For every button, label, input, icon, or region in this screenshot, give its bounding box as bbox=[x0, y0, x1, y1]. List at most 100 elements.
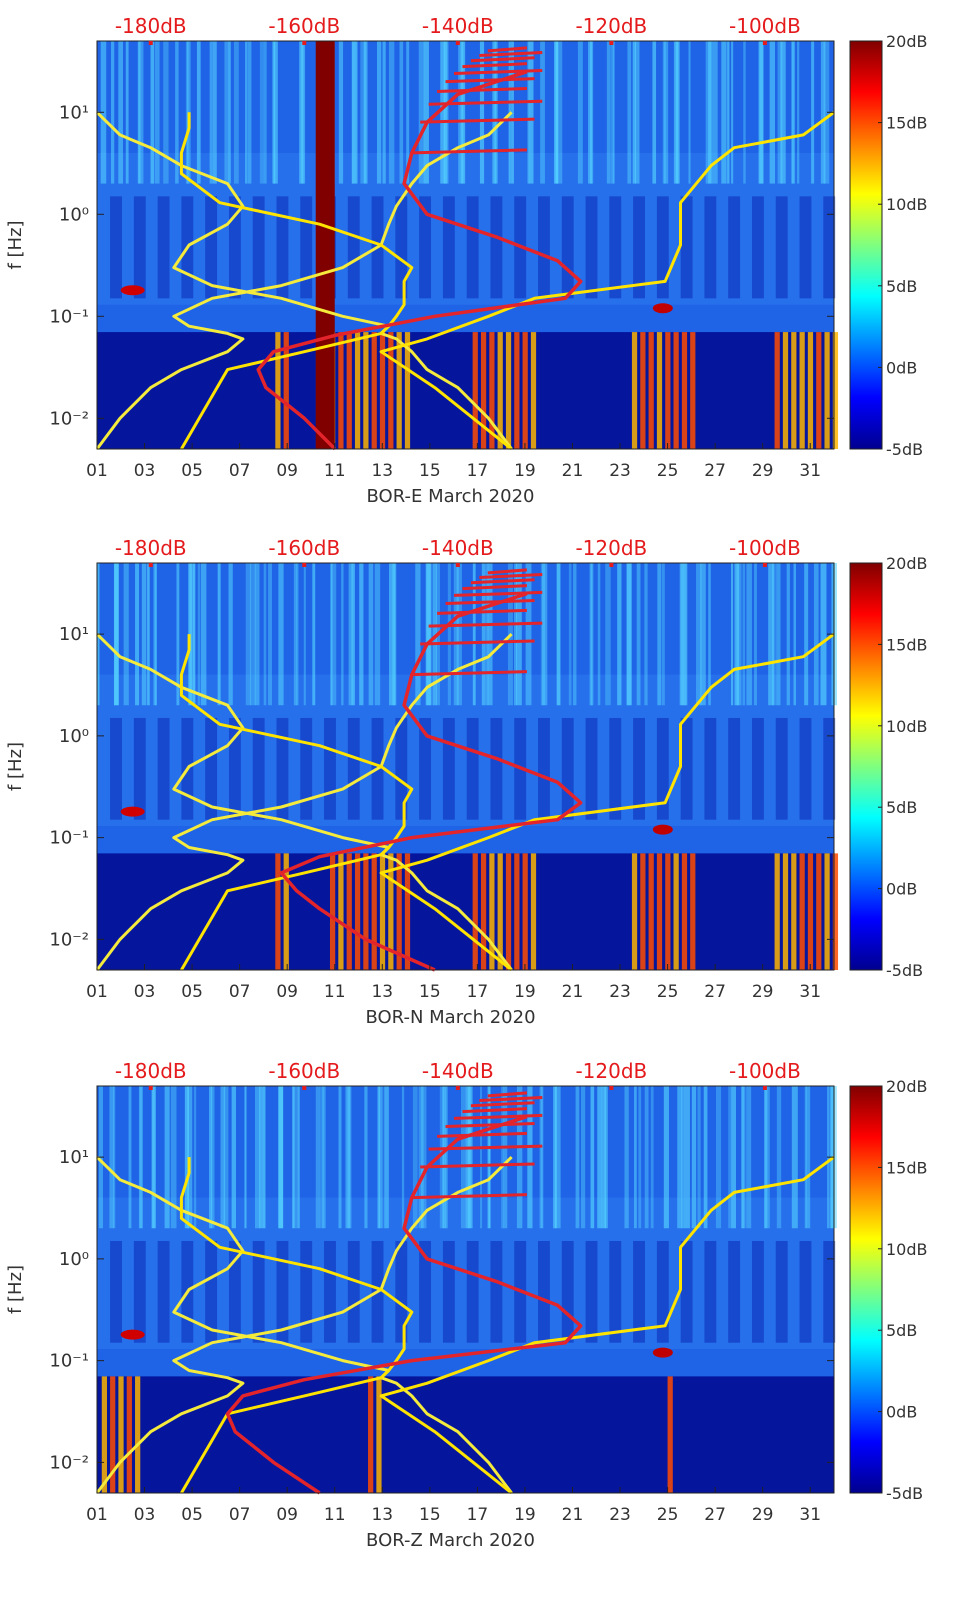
spectrogram-streak bbox=[662, 41, 666, 184]
spectrogram-streak bbox=[209, 41, 213, 184]
spectrogram-streak bbox=[351, 41, 358, 184]
spectrogram-streak bbox=[263, 41, 267, 184]
spectrogram-streak bbox=[554, 41, 559, 184]
spectrogram-streak bbox=[804, 563, 809, 706]
psd-curve-red-tail bbox=[428, 1144, 543, 1151]
spectrogram-streak bbox=[734, 563, 740, 706]
colorbar-tick-label: 20dB bbox=[886, 32, 928, 51]
x-tick-label: 13 bbox=[371, 1505, 393, 1525]
spectrogram-streak bbox=[152, 1086, 156, 1229]
spectrogram-streak bbox=[540, 1086, 544, 1229]
top-axis-db-tick bbox=[148, 563, 153, 567]
spectrogram-streak bbox=[412, 1086, 418, 1229]
spectrogram-trough bbox=[728, 1240, 741, 1343]
spectrogram-trough bbox=[466, 1240, 479, 1343]
spectrogram-streak bbox=[691, 1086, 697, 1229]
spectrogram-warm-column bbox=[791, 332, 797, 449]
top-axis-db-label: -160dB bbox=[268, 536, 340, 560]
spectrogram-streak bbox=[590, 563, 593, 706]
spectrogram-streak bbox=[458, 41, 463, 184]
colorbar-tick-label: 10dB bbox=[886, 195, 928, 214]
x-tick-label: 27 bbox=[704, 461, 726, 481]
spectrogram-warm-column bbox=[101, 1376, 107, 1493]
spectrogram-trough bbox=[110, 717, 122, 820]
spectrogram-streak bbox=[111, 41, 115, 184]
psd-curve-red-tail bbox=[453, 69, 543, 76]
spectrogram-streak bbox=[754, 563, 757, 706]
psd-curve-red-tail bbox=[453, 1113, 543, 1120]
psd-curve-red-tail bbox=[462, 62, 527, 69]
spectrogram-trough bbox=[395, 717, 408, 820]
spectrogram-streak bbox=[384, 1086, 389, 1229]
spectrogram-warm-column bbox=[379, 332, 386, 449]
spectrogram-warm-column bbox=[640, 853, 646, 970]
spectrogram-warm-column bbox=[816, 853, 822, 970]
spectrogram-streak bbox=[728, 1086, 732, 1229]
spectrogram-streak bbox=[360, 41, 367, 184]
spectrogram-streak bbox=[351, 563, 355, 706]
top-axis-db-label: -140dB bbox=[422, 1059, 494, 1083]
spectrogram-streak bbox=[189, 563, 195, 706]
spectrogram-trough bbox=[775, 717, 788, 820]
spectrogram-streak bbox=[467, 1086, 473, 1229]
spectrogram-trough bbox=[133, 196, 146, 299]
spectrogram-streak bbox=[736, 563, 742, 706]
spectrogram-streak bbox=[539, 1086, 543, 1229]
spectrogram-streak bbox=[138, 1086, 142, 1229]
y-tick-label: 10⁻² bbox=[49, 929, 89, 950]
spectrogram-trough bbox=[347, 1240, 360, 1343]
spectrogram-streak bbox=[573, 563, 577, 706]
x-tick-label: 21 bbox=[562, 461, 584, 481]
spectrogram-streak bbox=[445, 1086, 448, 1229]
y-tick-label: 10⁻¹ bbox=[49, 828, 89, 849]
spectrogram-streak bbox=[679, 563, 685, 706]
colorbar-tick-label: -5dB bbox=[886, 440, 923, 459]
spectrogram-streak bbox=[501, 1086, 504, 1229]
spectrogram-streak bbox=[125, 41, 129, 184]
spectrogram-warm-column bbox=[371, 332, 377, 449]
spectrogram-warm-column bbox=[832, 853, 839, 970]
spectrogram-hotspot bbox=[652, 824, 673, 835]
spectrogram-low-band bbox=[97, 332, 834, 449]
spectrogram-warm-column bbox=[631, 332, 638, 449]
spectrogram-trough bbox=[252, 1240, 265, 1343]
spectrogram-streak bbox=[721, 41, 727, 184]
x-tick-label: 29 bbox=[752, 461, 774, 481]
x-axis-label: BOR-Z March 2020 bbox=[366, 1530, 535, 1551]
x-tick-label: 23 bbox=[609, 982, 631, 1002]
spectrogram-streak bbox=[247, 41, 252, 184]
spectrogram-warm-column bbox=[665, 332, 671, 449]
spectrogram-streak bbox=[677, 1086, 683, 1229]
spectrogram-warm-column bbox=[522, 332, 528, 449]
spectrogram-trough bbox=[252, 196, 265, 299]
spectrogram-streak bbox=[529, 41, 534, 184]
spectrogram-streak bbox=[527, 41, 531, 184]
spectrogram-trough bbox=[609, 1240, 622, 1343]
x-tick-label: 17 bbox=[467, 982, 489, 1002]
spectrogram-streak bbox=[741, 1086, 745, 1229]
spectrogram-streak bbox=[278, 1086, 284, 1229]
colorbar-tick-label: 0dB bbox=[886, 1403, 917, 1422]
spectrogram-streak bbox=[634, 1086, 637, 1229]
spectrogram-streak bbox=[128, 1086, 132, 1229]
colorbar-tick-label: 10dB bbox=[886, 1240, 928, 1259]
spectrogram-trough bbox=[442, 717, 455, 820]
spectrogram-streak bbox=[638, 1086, 642, 1229]
spectrogram-trough bbox=[324, 1240, 336, 1343]
spectrogram-streak bbox=[184, 1086, 189, 1229]
psd-curve-red-tail bbox=[445, 1121, 535, 1128]
spectrogram-streak bbox=[297, 1086, 300, 1229]
colorbar bbox=[849, 40, 883, 450]
top-axis-db-tick bbox=[455, 41, 460, 45]
spectrogram-streak bbox=[601, 1086, 606, 1229]
y-tick-label: 10⁻² bbox=[49, 408, 89, 429]
spectrogram-streak bbox=[150, 41, 154, 184]
spectrogram-streak bbox=[652, 41, 657, 184]
spectrogram-streak bbox=[479, 41, 485, 184]
spectrogram-streak bbox=[715, 1086, 722, 1229]
spectrogram-streak bbox=[217, 563, 221, 706]
spectrogram-trough bbox=[609, 717, 622, 820]
spectrogram-streak bbox=[453, 563, 459, 706]
spectrogram-streak bbox=[331, 563, 337, 706]
spectrogram-streak bbox=[540, 41, 545, 184]
